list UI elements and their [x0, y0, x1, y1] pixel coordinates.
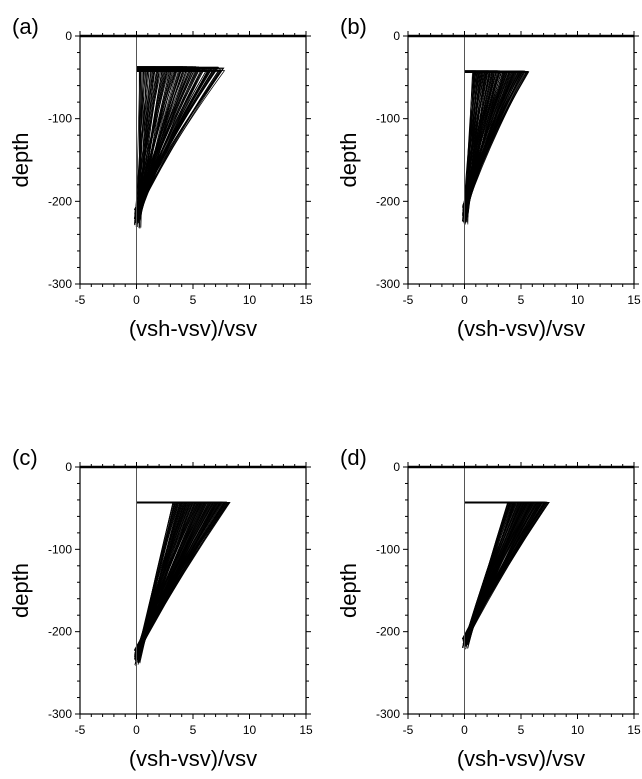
profile-ensemble [461, 70, 530, 225]
profile-line [134, 66, 197, 214]
y-tick-label: -100 [376, 112, 400, 126]
y-axis-title: depth [336, 563, 361, 618]
profile-line [136, 502, 231, 650]
x-tick-label: -5 [403, 723, 414, 737]
y-tick-label: -300 [48, 277, 72, 291]
profile-ensemble [461, 501, 550, 650]
y-tick-label: -200 [376, 194, 400, 208]
x-tick-label: 10 [243, 723, 257, 737]
y-axis-title: depth [336, 132, 361, 187]
x-tick-label: 10 [571, 723, 585, 737]
y-tick-label: -100 [48, 542, 72, 556]
chart-panel-a: (a) -5 0 5 10 15 -300 -200 -100 0 (vsh-vsv)/vsv dep… [8, 14, 313, 341]
y-tick-label: -300 [376, 707, 400, 721]
panel-label: (c) [12, 445, 38, 470]
panel-label: (d) [340, 445, 367, 470]
y-tick-label: 0 [65, 29, 72, 43]
y-tick-label: -300 [376, 277, 400, 291]
profile-line [134, 502, 219, 652]
x-tick-label: 5 [190, 723, 197, 737]
profile-line [136, 70, 226, 210]
x-tick-label: 0 [133, 723, 140, 737]
profile-line [133, 66, 168, 220]
y-tick-label: -100 [376, 542, 400, 556]
y-tick-label: -200 [48, 625, 72, 639]
x-tick-label: -5 [75, 293, 86, 307]
x-tick-label: 10 [571, 293, 585, 307]
chart-panel-b: (b) -5 0 5 10 15 -300 -200 -100 0 (vsh-vsv)/vsv dep… [336, 14, 641, 341]
panel-label: (b) [340, 14, 367, 39]
y-tick-label: -200 [376, 625, 400, 639]
profile-line [134, 68, 224, 210]
x-tick-label: 10 [243, 293, 257, 307]
y-tick-label: -300 [48, 707, 72, 721]
y-axis-title: depth [8, 563, 33, 618]
profile-line [461, 71, 515, 208]
x-tick-label: -5 [75, 723, 86, 737]
panel-label: (a) [12, 14, 39, 39]
chart-panel-c: (c) -5 0 5 10 15 -300 -200 -100 0 (vsh-vsv)/vsv dep… [8, 445, 313, 771]
y-tick-label: 0 [393, 29, 400, 43]
x-axis-title: (vsh-vsv)/vsv [457, 746, 585, 771]
profile-line [464, 502, 550, 639]
x-tick-label: 5 [518, 723, 525, 737]
x-tick-label: 0 [461, 723, 468, 737]
profile-line [135, 67, 225, 210]
y-tick-label: 0 [393, 460, 400, 474]
y-tick-label: 0 [65, 460, 72, 474]
x-tick-label: 15 [627, 723, 641, 737]
x-tick-label: -5 [403, 293, 414, 307]
x-axis-title: (vsh-vsv)/vsv [129, 316, 257, 341]
profile-line [462, 71, 530, 206]
y-tick-label: -200 [48, 194, 72, 208]
profile-ensemble [133, 66, 226, 229]
x-tick-label: 15 [299, 723, 313, 737]
y-axis-title: depth [8, 132, 33, 187]
x-tick-label: 0 [461, 293, 468, 307]
x-tick-label: 5 [190, 293, 197, 307]
profile-ensemble [134, 501, 231, 667]
x-tick-label: 15 [299, 293, 313, 307]
x-tick-label: 15 [627, 293, 641, 307]
profile-line [462, 502, 550, 639]
chart-panel-d: (d) -5 0 5 10 15 -300 -200 -100 0 (vsh-vsv)/vsv dep… [336, 445, 641, 771]
x-axis-title: (vsh-vsv)/vsv [129, 746, 257, 771]
x-axis-title: (vsh-vsv)/vsv [457, 316, 585, 341]
x-tick-label: 5 [518, 293, 525, 307]
profile-line [134, 502, 231, 650]
y-tick-label: -100 [48, 112, 72, 126]
x-tick-label: 0 [133, 293, 140, 307]
profile-line [136, 502, 230, 651]
